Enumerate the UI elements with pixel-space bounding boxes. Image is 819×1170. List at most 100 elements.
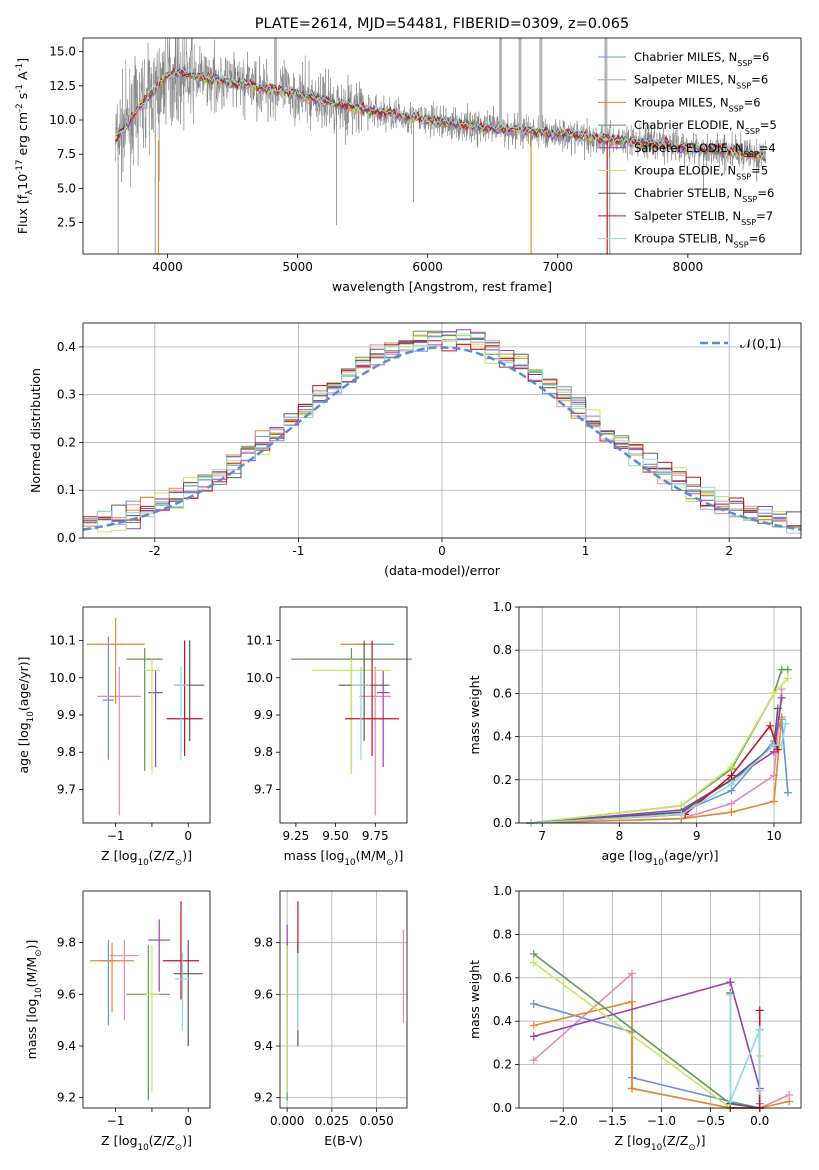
weight-point-marker — [773, 704, 782, 713]
y-tick-label: 0.3 — [57, 388, 76, 402]
age_vs_Z-axes: −1 0 9.7 9.8 9.9 10.0 10.1 — [49, 606, 211, 843]
y-tick-label: 0.4 — [57, 340, 76, 354]
x-tick-label: 0.000 — [270, 1114, 304, 1128]
y-tick-label: 0.4 — [493, 1014, 512, 1028]
weight_vs_Z-axes: −2.0 −1.5 −1.0 −0.5 0.0 0.0 0.2 0.4 0.6 0.8 1.0 — [493, 884, 802, 1128]
mass_vs_Z-ylabel: mass [log10(M/M⊙)] — [24, 940, 44, 1060]
weight-point-marker — [529, 949, 538, 958]
legend-entry: 𝒩(0,1) — [740, 336, 782, 351]
weight-point-marker — [755, 1025, 764, 1034]
weight-series-line — [533, 961, 761, 1109]
weight-series-line — [530, 723, 787, 824]
x-tick-label: 9.25 — [283, 829, 310, 843]
y-tick-label: 2.5 — [57, 216, 76, 230]
weight-point-marker — [783, 788, 792, 797]
x-tick-label: −1.0 — [647, 1114, 676, 1128]
mass_vs_EBV-xlabel: E(B-V) — [324, 1133, 363, 1148]
y-tick-label: 0.0 — [57, 531, 76, 545]
age_vs_Z-ylabel: age [log10(age/yr)] — [16, 656, 36, 773]
weight_vs_Z-ticks: −2.0 −1.5 −1.0 −0.5 0.0 0.0 0.2 0.4 0.6 0.8 1.0 — [493, 884, 801, 1128]
x-tick-label: 0 — [438, 544, 446, 558]
weight-point-marker — [627, 969, 636, 978]
y-tick-label: 0.0 — [493, 816, 512, 830]
legend-nssp: 5 — [761, 164, 768, 178]
weight-point-marker — [727, 771, 736, 780]
legend-nssp: 6 — [762, 50, 769, 64]
weight-point-marker — [727, 799, 736, 808]
weight-series-line — [533, 1003, 761, 1109]
x-tick-label: 8000 — [673, 260, 704, 274]
age_vs_mass-frame — [279, 606, 408, 824]
legend-nssp: 4 — [768, 141, 775, 155]
y-tick-label: 9.9 — [57, 708, 76, 722]
x-tick-label: 5000 — [282, 260, 313, 274]
residuals-ylabel: Normed distribution — [28, 368, 43, 493]
residuals-ticks: -2 -1 0 1 2 0.0 0.1 0.2 0.3 0.4 — [57, 323, 801, 558]
weight-point-marker — [777, 693, 786, 702]
weight-point-marker — [755, 1006, 764, 1015]
weight-point-marker — [769, 797, 778, 806]
y-tick-label: 9.6 — [57, 987, 76, 1001]
y-tick-label: 10.0 — [49, 671, 76, 685]
weight-point-marker — [727, 808, 736, 817]
mass_vs_EBV-ticks: 0.000 0.025 0.050 9.2 9.4 9.6 9.8 — [254, 891, 407, 1128]
weight-point-marker — [727, 762, 736, 771]
legend-entry: Chabrier MILES, NSSP=6 — [634, 50, 769, 68]
age_vs_mass-axes: 9.25 9.50 9.75 9.7 9.8 9.9 10.0 10.1 — [246, 606, 412, 843]
y-tick-label: 0.6 — [493, 686, 512, 700]
y-tick-label: 9.4 — [57, 1039, 76, 1053]
weight-series-line — [729, 995, 761, 1102]
x-tick-label: 7000 — [542, 260, 573, 274]
weight-point-marker — [783, 674, 792, 683]
y-tick-label: 0.4 — [493, 730, 512, 744]
legend-entry: Kroupa ELODIE, NSSP=5 — [634, 164, 768, 182]
x-tick-label: -1 — [292, 544, 304, 558]
legend-nssp: 5 — [770, 118, 777, 132]
y-tick-label: 1.0 — [493, 884, 512, 898]
x-tick-label: 1 — [582, 544, 590, 558]
y-tick-label: 9.8 — [254, 936, 273, 950]
residuals-xlabel: (data-model)/error — [384, 563, 501, 578]
weight-point-marker — [529, 1021, 538, 1030]
weight_vs_age-ticks: 7 8 9 10 0.0 0.2 0.4 0.6 0.8 1.0 — [493, 600, 801, 843]
y-tick-label: 0.2 — [57, 435, 76, 449]
spectrum-ylabel: Flux [fλ10-17 erg cm-2 s-1 A-1] — [15, 58, 35, 234]
y-tick-label: 10.0 — [49, 113, 76, 127]
x-tick-label: 0.025 — [315, 1114, 349, 1128]
y-tick-label: 9.7 — [254, 782, 273, 796]
x-tick-label: 7 — [538, 829, 546, 843]
y-tick-label: 9.6 — [254, 987, 273, 1001]
weight-point-marker — [766, 721, 775, 730]
y-tick-label: 9.7 — [57, 782, 76, 796]
mass_vs_Z-frame — [82, 890, 211, 1109]
mass_vs_Z-axes: −1 0 9.2 9.4 9.6 9.8 — [57, 890, 211, 1128]
legend-entry: Salpeter ELODIE, NSSP=4 — [634, 141, 776, 159]
y-tick-label: 0.8 — [493, 927, 512, 941]
y-tick-label: 1.0 — [493, 600, 512, 614]
weight-point-marker — [727, 780, 736, 789]
weight_vs_Z-xlabel: Z [log10(Z/Z⊙)] — [615, 1133, 706, 1153]
y-tick-label: 9.8 — [57, 745, 76, 759]
legend-nssp: 6 — [767, 186, 774, 200]
weight-point-marker — [785, 1097, 794, 1106]
y-tick-label: 5.0 — [57, 181, 76, 195]
weight-point-marker — [755, 1086, 764, 1095]
age_vs_mass-ticks: 9.25 9.50 9.75 9.7 9.8 9.9 10.0 10.1 — [246, 634, 388, 843]
y-tick-label: 0.2 — [493, 1058, 512, 1072]
legend-nssp: 6 — [753, 95, 760, 109]
x-tick-label: 0 — [184, 829, 192, 843]
mass_vs_Z-xlabel: Z [log10(Z/Z⊙)] — [101, 1133, 192, 1153]
weight-point-marker — [781, 719, 790, 728]
weight-series-line — [533, 981, 761, 1089]
weight_vs_age-ylabel: mass weight — [467, 675, 482, 754]
weight-point-marker — [627, 1084, 636, 1093]
y-tick-label: 15.0 — [49, 45, 76, 59]
x-tick-label: −0.5 — [696, 1114, 725, 1128]
y-tick-label: 9.2 — [57, 1091, 76, 1105]
weight_vs_age-xlabel: age [log10(age/yr)] — [601, 848, 718, 868]
x-tick-label: 9.75 — [362, 829, 389, 843]
legend-entry: Kroupa STELIB, NSSP=6 — [634, 232, 766, 250]
x-tick-label: −1 — [107, 1114, 125, 1128]
x-tick-label: −1 — [107, 829, 125, 843]
